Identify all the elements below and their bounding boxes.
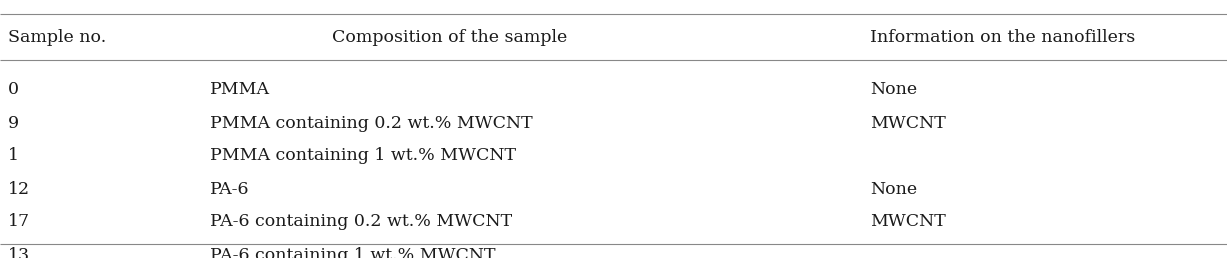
Text: MWCNT: MWCNT [870,115,946,132]
Text: PA-6 containing 1 wt.% MWCNT: PA-6 containing 1 wt.% MWCNT [210,246,496,258]
Text: 0: 0 [9,82,18,99]
Text: PMMA containing 0.2 wt.% MWCNT: PMMA containing 0.2 wt.% MWCNT [210,115,533,132]
Text: None: None [870,181,917,198]
Text: None: None [870,82,917,99]
Text: 17: 17 [9,214,31,230]
Text: 1: 1 [9,148,18,165]
Text: PA-6: PA-6 [210,181,249,198]
Text: PMMA containing 1 wt.% MWCNT: PMMA containing 1 wt.% MWCNT [210,148,517,165]
Text: MWCNT: MWCNT [870,214,946,230]
Text: PA-6 containing 0.2 wt.% MWCNT: PA-6 containing 0.2 wt.% MWCNT [210,214,512,230]
Text: Composition of the sample: Composition of the sample [333,29,568,46]
Text: Information on the nanofillers: Information on the nanofillers [870,29,1135,46]
Text: 13: 13 [9,246,31,258]
Text: PMMA: PMMA [210,82,270,99]
Text: Sample no.: Sample no. [9,29,107,46]
Text: 12: 12 [9,181,31,198]
Text: 9: 9 [9,115,20,132]
